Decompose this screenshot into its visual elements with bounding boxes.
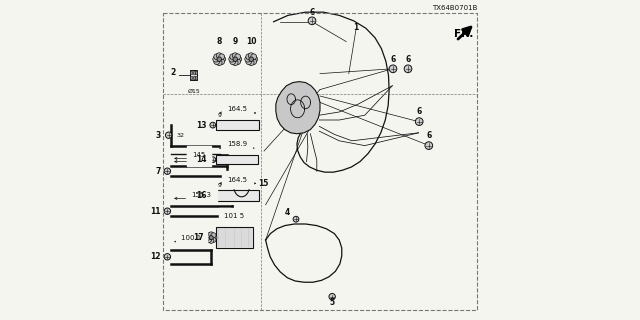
Text: 8: 8 (216, 37, 222, 46)
Circle shape (389, 65, 397, 73)
Text: 5: 5 (330, 298, 335, 307)
Text: 3: 3 (156, 131, 161, 140)
Text: 1: 1 (353, 23, 358, 32)
Text: 164.5: 164.5 (228, 177, 248, 182)
Circle shape (164, 168, 170, 174)
Circle shape (214, 59, 220, 65)
Circle shape (206, 237, 212, 243)
FancyBboxPatch shape (193, 76, 195, 79)
Text: 13: 13 (196, 121, 206, 130)
Circle shape (329, 293, 335, 300)
Circle shape (248, 180, 252, 185)
Circle shape (229, 56, 235, 62)
Circle shape (232, 53, 238, 59)
Text: FR.: FR. (454, 28, 473, 39)
FancyBboxPatch shape (191, 71, 192, 74)
Text: 6: 6 (417, 108, 422, 116)
Text: 9: 9 (232, 37, 238, 46)
Text: 158.9: 158.9 (227, 141, 247, 147)
Circle shape (249, 57, 253, 61)
Circle shape (210, 193, 216, 198)
Circle shape (212, 235, 217, 240)
Circle shape (251, 59, 257, 65)
Circle shape (252, 56, 258, 62)
Circle shape (232, 60, 238, 66)
FancyBboxPatch shape (216, 155, 258, 164)
Circle shape (246, 54, 252, 60)
Circle shape (165, 132, 172, 138)
Circle shape (425, 142, 433, 149)
Circle shape (404, 65, 412, 73)
FancyBboxPatch shape (216, 227, 253, 248)
Circle shape (251, 54, 257, 60)
Text: 14: 14 (196, 155, 206, 164)
Circle shape (217, 57, 221, 61)
Text: 6: 6 (390, 55, 396, 64)
Circle shape (210, 157, 216, 163)
Circle shape (248, 60, 254, 66)
Text: 100 1: 100 1 (181, 235, 202, 241)
Text: 164.5: 164.5 (228, 106, 248, 112)
Circle shape (233, 57, 237, 61)
Circle shape (164, 208, 170, 214)
Text: 155.3: 155.3 (191, 192, 212, 197)
Circle shape (219, 54, 225, 60)
Circle shape (209, 238, 214, 243)
Circle shape (216, 60, 222, 66)
Circle shape (230, 59, 236, 65)
Circle shape (209, 236, 213, 240)
Text: 6: 6 (406, 55, 411, 64)
FancyBboxPatch shape (195, 76, 197, 79)
Circle shape (235, 59, 241, 65)
Text: 145: 145 (193, 155, 206, 161)
Text: 15: 15 (259, 180, 269, 188)
Circle shape (308, 17, 316, 25)
Circle shape (214, 54, 220, 60)
Polygon shape (276, 82, 320, 134)
FancyBboxPatch shape (216, 190, 259, 201)
Circle shape (212, 56, 219, 62)
Text: 32: 32 (177, 133, 185, 138)
Text: 9 4: 9 4 (218, 183, 228, 188)
Circle shape (206, 233, 212, 238)
Text: 101 5: 101 5 (225, 213, 244, 219)
Circle shape (220, 56, 226, 62)
Text: Ø15: Ø15 (188, 89, 200, 94)
Text: 6: 6 (310, 8, 315, 17)
Circle shape (415, 118, 423, 125)
Text: 11: 11 (150, 207, 161, 216)
Text: 12: 12 (150, 252, 161, 261)
FancyBboxPatch shape (190, 70, 197, 80)
Circle shape (211, 237, 216, 243)
Circle shape (235, 54, 241, 60)
Circle shape (216, 53, 222, 59)
Circle shape (219, 59, 225, 65)
Circle shape (211, 233, 216, 238)
Text: 4: 4 (284, 208, 290, 217)
FancyBboxPatch shape (193, 71, 195, 74)
Circle shape (246, 59, 252, 65)
Text: 10: 10 (246, 37, 257, 46)
FancyBboxPatch shape (191, 76, 192, 79)
Circle shape (210, 122, 216, 128)
Circle shape (293, 216, 299, 222)
Circle shape (209, 232, 214, 237)
Text: 145: 145 (193, 152, 206, 157)
Circle shape (230, 54, 236, 60)
Text: 17: 17 (193, 233, 204, 242)
Circle shape (164, 253, 170, 260)
Circle shape (248, 53, 254, 59)
Text: 6: 6 (426, 132, 432, 140)
Text: 16: 16 (196, 191, 206, 200)
Circle shape (236, 56, 242, 62)
FancyBboxPatch shape (216, 120, 259, 130)
Text: TX64B0701B: TX64B0701B (432, 5, 477, 11)
Circle shape (245, 56, 251, 62)
Text: 9: 9 (218, 113, 221, 118)
FancyBboxPatch shape (195, 71, 197, 74)
Circle shape (205, 235, 211, 240)
Text: 2: 2 (171, 68, 176, 77)
Text: 7: 7 (156, 167, 161, 176)
